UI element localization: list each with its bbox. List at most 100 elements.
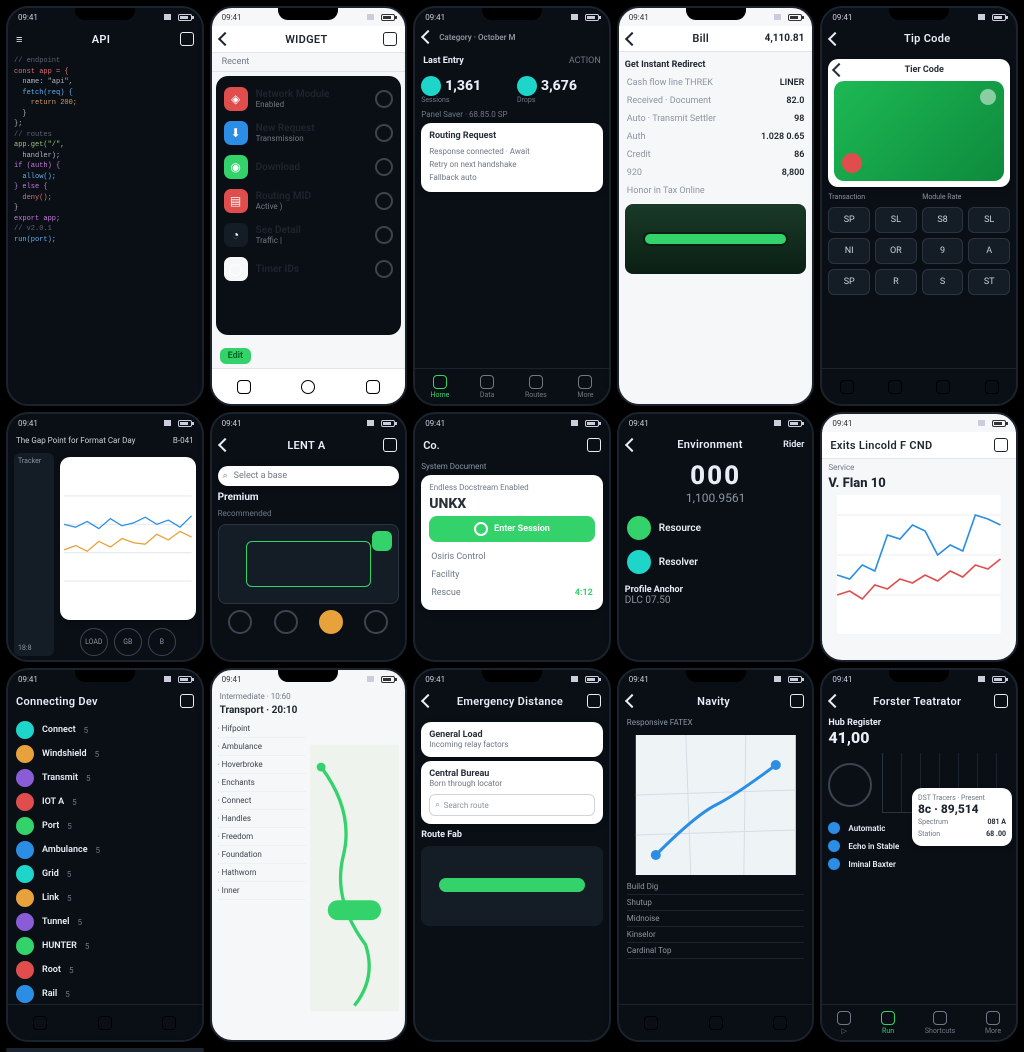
list-item[interactable]: ◈ Network ModuleEnabled: [222, 82, 396, 116]
list-item[interactable]: Root 5: [14, 958, 196, 982]
list-item[interactable]: Cardinal Top: [627, 943, 805, 959]
back-icon[interactable]: [421, 30, 435, 44]
list-item[interactable]: · Inner: [218, 882, 307, 900]
back-icon[interactable]: [218, 438, 232, 452]
list-item[interactable]: · Hathworn: [218, 864, 307, 882]
action-icon[interactable]: [180, 32, 194, 46]
footer-dot[interactable]: [274, 610, 298, 634]
primary-button[interactable]: Enter Session: [429, 516, 595, 542]
menu-icon[interactable]: ≡: [16, 33, 22, 46]
radio-icon[interactable]: [375, 124, 393, 142]
keypad-key[interactable]: SL: [968, 207, 1010, 233]
action-icon[interactable]: [994, 438, 1008, 452]
radio-icon[interactable]: [375, 260, 393, 278]
popup-card[interactable]: DST Tracers · Present 8c · 89,514 Spectr…: [912, 788, 1012, 846]
list-item[interactable]: Rail 5: [14, 982, 196, 1004]
menu-icon[interactable]: [383, 438, 397, 452]
tab-nav-icon[interactable]: [366, 380, 380, 394]
card-bureau[interactable]: Central Bureau Born through locator ⌕Sea…: [421, 761, 603, 824]
list-item[interactable]: ◔ See DetailTraffic |: [222, 218, 396, 252]
keypad-key[interactable]: R: [875, 269, 917, 295]
tab-button[interactable]: Data: [480, 375, 495, 399]
list-item[interactable]: Transmit 5: [14, 766, 196, 790]
action-icon[interactable]: [790, 694, 804, 708]
list-item[interactable]: Resource: [625, 511, 807, 545]
tab-icon[interactable]: [888, 380, 902, 394]
list-item[interactable]: · Enchants: [218, 774, 307, 792]
radio-icon[interactable]: [375, 192, 393, 210]
tab-icon[interactable]: [985, 380, 999, 394]
footer-dot[interactable]: [319, 610, 343, 634]
tab-button[interactable]: ▷: [837, 1011, 851, 1035]
tab-icon[interactable]: [98, 1016, 112, 1030]
back-icon[interactable]: [625, 694, 639, 708]
list-item[interactable]: Shutup: [627, 895, 805, 911]
stat-ring[interactable]: GB: [114, 628, 142, 656]
list-item[interactable]: · Hoverbroke: [218, 756, 307, 774]
tab-nav-icon[interactable]: [301, 380, 315, 394]
routing-card[interactable]: Routing Request Response connected · Awa…: [421, 123, 603, 192]
keypad-key[interactable]: OR: [875, 238, 917, 264]
search-input[interactable]: ⌕Search route: [429, 794, 595, 816]
keypad-key[interactable]: A: [968, 238, 1010, 264]
list-item[interactable]: ◯ Timer IDs: [222, 252, 396, 286]
back-icon[interactable]: [421, 694, 435, 708]
list-item[interactable]: · Connect: [218, 792, 307, 810]
tab-icon[interactable]: [162, 1016, 176, 1030]
list-item[interactable]: IOT A 5: [14, 790, 196, 814]
action-icon[interactable]: [180, 694, 194, 708]
keypad-key[interactable]: SP: [828, 269, 870, 295]
back-icon[interactable]: [828, 694, 842, 708]
list-item[interactable]: Midnoise: [627, 911, 805, 927]
footer-dot[interactable]: [228, 610, 252, 634]
tab-icon[interactable]: [936, 380, 950, 394]
list-item[interactable]: · Foundation: [218, 846, 307, 864]
list-item[interactable]: · Hifpoint: [218, 720, 307, 738]
tab-button[interactable]: More: [577, 375, 593, 399]
keypad-key[interactable]: NI: [828, 238, 870, 264]
card-back-icon[interactable]: [832, 63, 846, 77]
list-item[interactable]: Grid 5: [14, 862, 196, 886]
tab-icon[interactable]: [709, 1016, 723, 1030]
action-icon[interactable]: [587, 694, 601, 708]
list-item[interactable]: · Ambulance: [218, 738, 307, 756]
tab-label[interactable]: Recent: [212, 53, 406, 72]
list-item[interactable]: Link 5: [14, 886, 196, 910]
action-icon[interactable]: [994, 694, 1008, 708]
tab-button[interactable]: More: [985, 1011, 1001, 1035]
tab-icon[interactable]: [33, 1016, 47, 1030]
list-item[interactable]: Connect 5: [14, 718, 196, 742]
list-item[interactable]: Iminal Baxter: [828, 855, 1010, 873]
radio-icon[interactable]: [375, 226, 393, 244]
keypad-key[interactable]: 9: [922, 238, 964, 264]
tab-nav-icon[interactable]: [237, 380, 251, 394]
list-item[interactable]: Ambulance 5: [14, 838, 196, 862]
edit-pill[interactable]: Edit: [220, 348, 251, 364]
keypad-key[interactable]: SP: [828, 207, 870, 233]
action-label[interactable]: ACTION: [569, 56, 601, 66]
tab-icon[interactable]: [644, 1016, 658, 1030]
back-icon[interactable]: [625, 31, 639, 45]
list-item[interactable]: Tunnel 5: [14, 910, 196, 934]
card-general[interactable]: General Load Incoming relay factors: [421, 722, 603, 757]
list-item[interactable]: Windshield 5: [14, 742, 196, 766]
list-item[interactable]: · Handles: [218, 810, 307, 828]
radio-icon[interactable]: [375, 158, 393, 176]
tab-button[interactable]: Shortcuts: [925, 1011, 955, 1035]
list-item[interactable]: ▤ Routing MIDActive ): [222, 184, 396, 218]
list-item[interactable]: Build Dig: [627, 879, 805, 895]
list-item[interactable]: Kinselor: [627, 927, 805, 943]
back-icon[interactable]: [828, 31, 842, 45]
tab-icon[interactable]: [773, 1016, 787, 1030]
radio-icon[interactable]: [375, 90, 393, 108]
list-item[interactable]: ◉ Download: [222, 150, 396, 184]
tab-button[interactable]: Run: [881, 1011, 895, 1035]
tab-icon[interactable]: [840, 380, 854, 394]
keypad-key[interactable]: S8: [922, 207, 964, 233]
stat-ring[interactable]: B: [148, 628, 176, 656]
map-view[interactable]: [625, 735, 807, 875]
list-item[interactable]: Port 5: [14, 814, 196, 838]
list-item[interactable]: · Freedom: [218, 828, 307, 846]
list-item[interactable]: Resolver: [625, 545, 807, 579]
code-editor[interactable]: // endpointconst app = { name: "api", fe…: [8, 52, 202, 404]
